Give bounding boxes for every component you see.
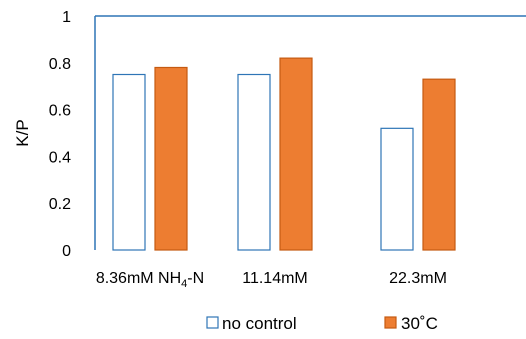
x-tick-label-main: 22.3mM <box>389 270 447 287</box>
bar-30c-1 <box>279 57 313 251</box>
y-tick-label: 0.6 <box>49 103 71 120</box>
x-tick-label-subscript: 4 <box>181 278 187 290</box>
x-tick-label: 22.3mM <box>389 270 447 287</box>
bar-no-control-1 <box>237 73 271 251</box>
y-tick-label: 1 <box>62 9 71 26</box>
legend-swatch <box>206 316 219 329</box>
legend-label: no control <box>222 314 297 333</box>
x-tick-label-main: 11.14mM <box>242 270 308 287</box>
x-tick-label-tail: -N <box>187 270 204 287</box>
x-tick-label: 11.14mM <box>242 270 308 287</box>
legend-swatch <box>384 316 397 329</box>
legend-item: 30˚C <box>384 314 438 333</box>
y-tick-label: 0.8 <box>49 56 71 73</box>
bar-30c-0 <box>154 66 188 251</box>
x-tick-label: 8.36mM NH4-N <box>96 270 204 290</box>
y-tick-label: 0.2 <box>49 196 71 213</box>
bar-30c-2 <box>422 78 456 251</box>
legend-label: 30˚C <box>401 314 438 333</box>
bar-no-control-2 <box>380 127 414 251</box>
x-tick-label-main: 8.36mM NH <box>96 270 181 287</box>
y-axis-label: K/P <box>13 119 32 146</box>
y-tick-label: 0 <box>62 243 71 260</box>
bar-no-control-0 <box>112 73 146 251</box>
y-tick-label: 0.4 <box>49 149 71 166</box>
legend-item: no control <box>206 314 297 333</box>
